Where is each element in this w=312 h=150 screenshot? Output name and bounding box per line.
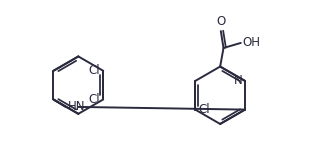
Text: O: O bbox=[216, 15, 226, 28]
Text: HN: HN bbox=[68, 100, 85, 113]
Text: Cl: Cl bbox=[89, 93, 100, 106]
Text: Cl: Cl bbox=[199, 103, 210, 116]
Text: N: N bbox=[234, 74, 242, 87]
Text: Cl: Cl bbox=[89, 64, 100, 77]
Text: OH: OH bbox=[242, 36, 260, 50]
